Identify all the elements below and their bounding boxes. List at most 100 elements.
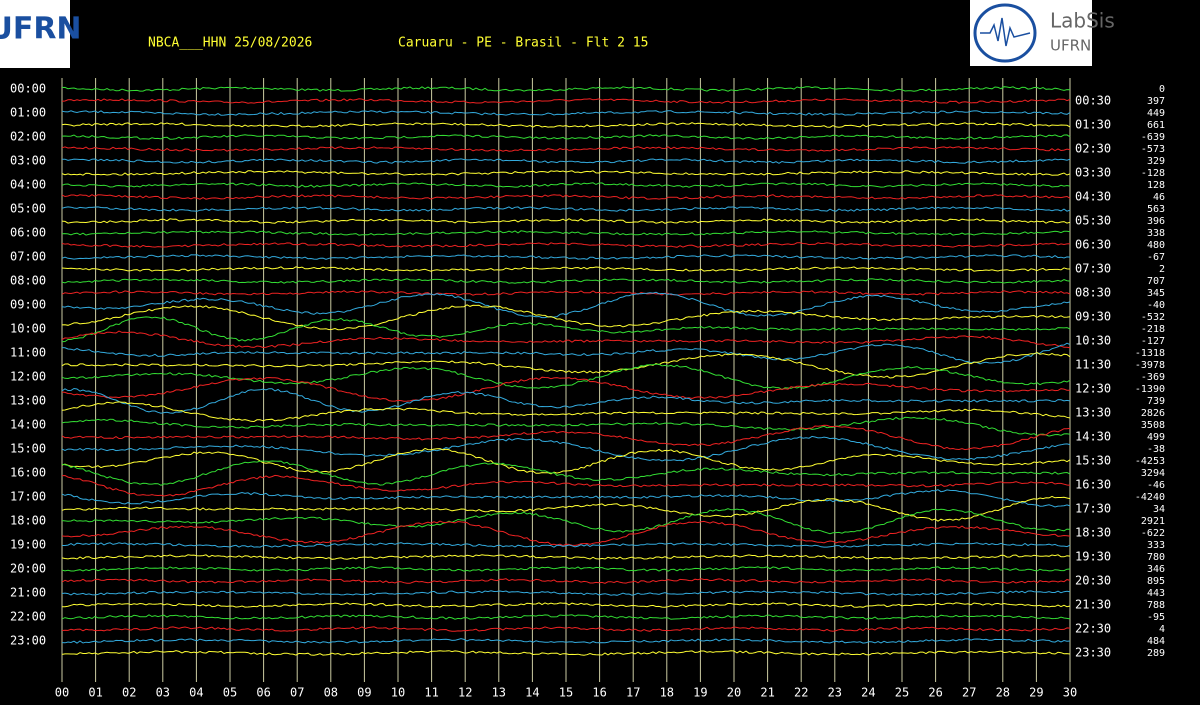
trace [61, 614, 1071, 620]
offset-label: 128 [1147, 180, 1165, 191]
trace [61, 316, 1071, 343]
x-tick-label: 13 [492, 686, 506, 700]
logo-subtitle: UFRN [1050, 37, 1091, 55]
trace [61, 242, 1071, 248]
offset-label: 3294 [1141, 468, 1165, 479]
trace [61, 474, 1071, 497]
row-label-right: 10:30 [1075, 334, 1111, 348]
offset-label: -3978 [1135, 360, 1165, 371]
trace [61, 330, 1071, 349]
trace [61, 194, 1071, 200]
row-label-right: 09:30 [1075, 310, 1111, 324]
x-tick-label: 14 [525, 686, 539, 700]
row-label-right: 23:30 [1075, 646, 1111, 660]
x-tick-label: 07 [290, 686, 304, 700]
trace [61, 363, 1071, 391]
row-label-left: 03:00 [10, 154, 46, 168]
offset-label: 480 [1147, 240, 1165, 251]
offset-label: 4 [1159, 624, 1165, 635]
offset-label: 345 [1147, 288, 1165, 299]
offset-label: 780 [1147, 552, 1165, 563]
trace [61, 566, 1071, 572]
trace [61, 266, 1071, 272]
trace [61, 416, 1071, 437]
offset-label: 329 [1147, 156, 1165, 167]
trace [61, 206, 1071, 212]
offset-label: -127 [1141, 336, 1165, 347]
row-label-left: 10:00 [10, 322, 46, 336]
row-label-left: 05:00 [10, 202, 46, 216]
offset-label: 3508 [1141, 420, 1165, 431]
offset-label: 895 [1147, 576, 1165, 587]
row-label-left: 13:00 [10, 394, 46, 408]
chart-subtitle: Caruaru - PE - Brasil - Flt 2 15 [398, 36, 648, 51]
x-tick-label: 10 [391, 686, 405, 700]
trace [61, 230, 1071, 236]
trace [61, 447, 1071, 475]
logo-title: LabSis [1050, 9, 1115, 33]
trace [61, 352, 1071, 379]
trace [61, 218, 1071, 224]
x-tick-label: 03 [156, 686, 170, 700]
trace [61, 182, 1071, 188]
x-tick-label: 12 [458, 686, 472, 700]
offset-label: 499 [1147, 432, 1165, 443]
row-label-right: 13:30 [1075, 406, 1111, 420]
offset-label: -46 [1147, 480, 1165, 491]
x-tick-label: 22 [794, 686, 808, 700]
offset-label: -128 [1141, 168, 1165, 179]
offset-label: -4240 [1135, 492, 1165, 503]
x-tick-label: 09 [357, 686, 371, 700]
row-label-right: 20:30 [1075, 574, 1111, 588]
row-label-right: 21:30 [1075, 598, 1111, 612]
row-label-left: 07:00 [10, 250, 46, 264]
row-label-left: 16:00 [10, 466, 46, 480]
chart-title: NBCA___HHN 25/08/2026 [148, 36, 312, 51]
offset-label: 707 [1147, 276, 1165, 287]
trace [61, 146, 1071, 152]
offset-label: 289 [1147, 648, 1165, 659]
x-tick-label: 15 [559, 686, 573, 700]
x-tick-label: 30 [1063, 686, 1077, 700]
offset-label: -532 [1141, 312, 1165, 323]
trace [61, 520, 1071, 547]
trace [62, 158, 1071, 164]
trace [61, 602, 1071, 608]
row-label-right: 04:30 [1075, 190, 1111, 204]
offset-label: -95 [1147, 612, 1165, 623]
row-label-left: 06:00 [10, 226, 46, 240]
x-tick-label: 18 [660, 686, 674, 700]
trace [61, 554, 1071, 560]
row-label-right: 07:30 [1075, 262, 1111, 276]
offset-label: 34 [1153, 504, 1165, 515]
row-label-left: 18:00 [10, 514, 46, 528]
logo-wave [980, 17, 1031, 47]
row-label-right: 22:30 [1075, 622, 1111, 636]
trace [61, 134, 1071, 140]
x-tick-label: 06 [256, 686, 270, 700]
trace [61, 626, 1071, 632]
logo-text: UFRN [0, 12, 82, 47]
trace [61, 304, 1071, 331]
row-label-right: 03:30 [1075, 166, 1111, 180]
row-label-right: 05:30 [1075, 214, 1111, 228]
row-label-left: 14:00 [10, 418, 46, 432]
trace [61, 122, 1071, 128]
x-tick-label: 26 [928, 686, 942, 700]
trace [61, 638, 1071, 644]
x-tick-label: 23 [828, 686, 842, 700]
row-label-left: 12:00 [10, 370, 46, 384]
offset-label: -1318 [1135, 348, 1165, 359]
x-tick-label: 17 [626, 686, 640, 700]
row-label-right: 01:30 [1075, 118, 1111, 132]
x-tick-label: 01 [88, 686, 102, 700]
logo-right: LabSis UFRN [970, 0, 1115, 66]
x-tick-label: 08 [324, 686, 338, 700]
trace [61, 578, 1071, 584]
offset-label: 346 [1147, 564, 1165, 575]
offset-label: 397 [1147, 96, 1165, 107]
row-label-right: 18:30 [1075, 526, 1111, 540]
row-label-left: 20:00 [10, 562, 46, 576]
